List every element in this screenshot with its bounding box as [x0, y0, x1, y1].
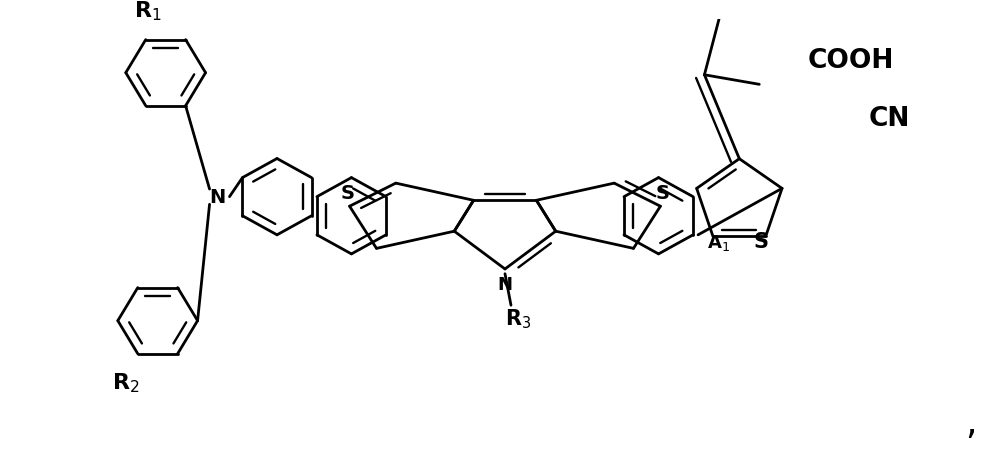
- Text: S: S: [341, 184, 355, 203]
- Text: COOH: COOH: [808, 48, 894, 74]
- Text: R$_3$: R$_3$: [505, 307, 531, 331]
- Text: S: S: [754, 232, 769, 252]
- Text: N: N: [209, 188, 225, 207]
- Text: R$_1$: R$_1$: [134, 0, 161, 23]
- Text: S: S: [655, 184, 669, 203]
- Text: N: N: [497, 276, 512, 294]
- Text: ,: ,: [965, 406, 976, 440]
- Text: CN: CN: [869, 106, 910, 131]
- Text: R$_2$: R$_2$: [112, 371, 139, 395]
- Text: A$_1$: A$_1$: [706, 233, 729, 253]
